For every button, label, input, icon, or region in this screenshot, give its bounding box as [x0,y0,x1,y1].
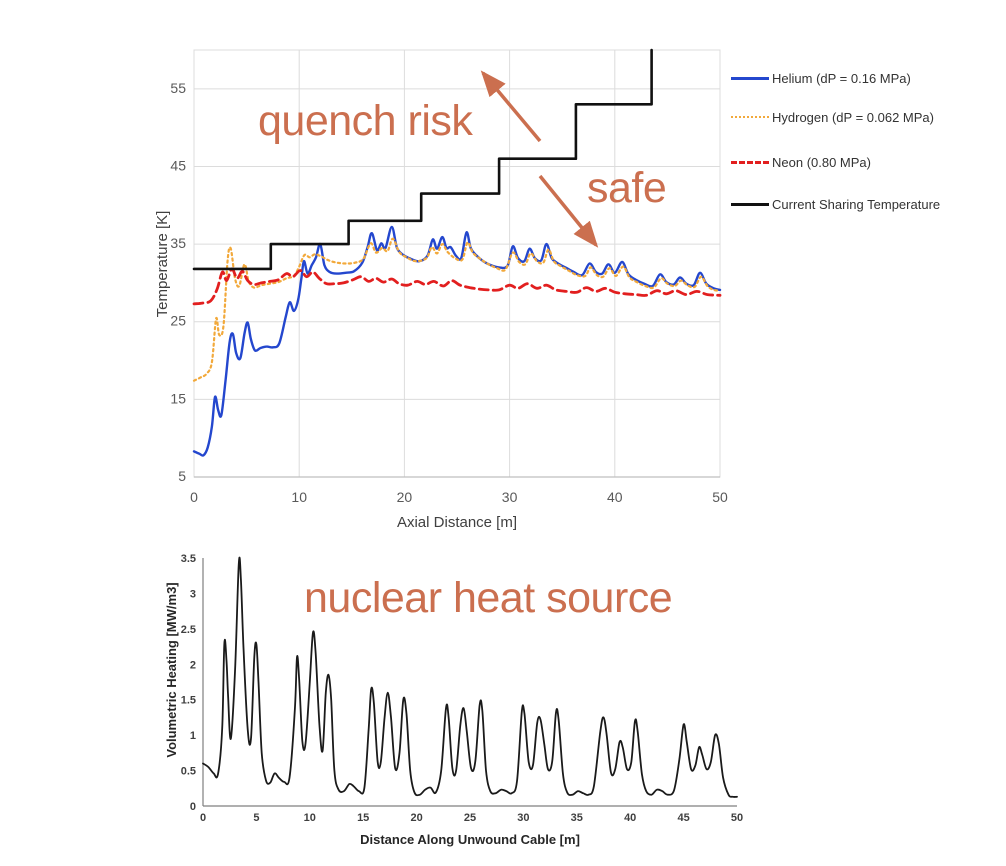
series-volumetric-heating [202,556,738,798]
annotation-arrows [480,70,599,248]
y-tick-label: 35 [170,235,186,251]
temperature-chart-plot: 0 10 20 30 40 50 5 15 25 35 45 55 [170,48,728,505]
legend-item-neon: Neon (0.80 MPa) [731,153,871,171]
y-tick-label: 2 [190,659,196,671]
legend-item-helium: Helium (dP = 0.16 MPa) [731,69,911,87]
x-tick-label: 50 [712,489,728,505]
legend-label-helium: Helium (dP = 0.16 MPa) [772,70,911,86]
helium-line-swatch [731,76,769,80]
x-tick-label: 10 [291,489,307,505]
x-tick-label: 40 [607,489,623,505]
y-tick-label: 1 [190,730,196,742]
top-x-axis-title: Axial Distance [m] [397,514,517,531]
x-tick-label: 0 [200,812,206,824]
current-sharing-temperature-line-swatch [731,202,769,206]
y-tick-label: 0.5 [181,766,196,778]
y-tick-label: 55 [170,80,186,96]
x-tick-label: 5 [253,812,259,824]
neon-line-swatch [731,160,769,164]
x-tick-label: 35 [571,812,583,824]
legend-label-cst: Current Sharing Temperature [772,196,941,212]
series-neon [192,267,722,306]
y-tick-label: 5 [178,468,186,484]
series-hydrogen [192,237,722,382]
x-tick-label: 40 [624,812,636,824]
y-tick-label: 45 [170,157,186,173]
y-tick-label: 1.5 [181,695,196,707]
y-tick-label: 15 [170,390,186,406]
safe-arrow [538,174,599,248]
annotation-quench-risk: quench risk [258,97,473,145]
x-tick-label: 0 [190,489,198,505]
legend-label-hydrogen: Hydrogen (dP = 0.062 MPa) [772,109,934,125]
x-tick-label: 10 [304,812,316,824]
legend-item-cst: Current Sharing Temperature [731,195,940,213]
x-tick-label: 30 [517,812,529,824]
legend-item-hydrogen: Hydrogen (dP = 0.062 MPa) [731,108,934,126]
series-current-sharing-temperature [192,48,653,271]
y-tick-label: 3 [190,588,196,600]
x-tick-label: 45 [677,812,689,824]
quench-risk-arrow [480,70,542,143]
x-tick-label: 50 [731,812,743,824]
x-tick-label: 15 [357,812,369,824]
heating-chart-plot: 0 5 10 15 20 25 30 35 40 45 50 0 0.5 1 1.5 2 2.5 3 3.5 [181,553,743,824]
annotation-safe: safe [587,164,667,212]
y-tick-label: 0 [190,801,196,813]
y-tick-label: 3.5 [181,553,196,565]
x-tick-label: 20 [410,812,422,824]
x-tick-label: 20 [397,489,413,505]
x-tick-label: 25 [464,812,476,824]
hydrogen-line-swatch [731,116,769,118]
y-tick-label: 2.5 [181,624,196,636]
bottom-x-axis-title: Distance Along Unwound Cable [m] [360,832,580,847]
annotation-nuclear-heat-source: nuclear heat source [304,574,673,622]
top-y-axis-title: Temperature [K] [154,211,171,318]
y-tick-label: 25 [170,313,186,329]
series-helium [192,225,722,457]
x-tick-label: 30 [502,489,518,505]
legend-label-neon: Neon (0.80 MPa) [772,154,871,170]
bottom-y-axis-title: Volumetric Heating [MW/m3] [164,582,179,757]
